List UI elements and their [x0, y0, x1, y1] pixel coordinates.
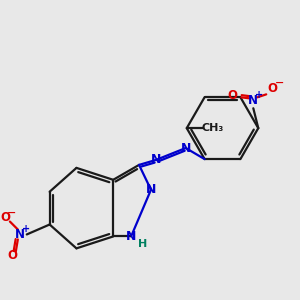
Text: O: O [227, 89, 237, 102]
Text: H: H [138, 239, 148, 249]
Text: N: N [151, 153, 161, 167]
Text: O: O [0, 211, 10, 224]
Text: +: + [22, 224, 30, 235]
Text: N: N [146, 183, 156, 196]
Text: −: − [274, 77, 284, 87]
Text: CH₃: CH₃ [201, 123, 224, 133]
Text: −: − [7, 208, 16, 218]
Text: N: N [15, 228, 25, 241]
Text: O: O [7, 249, 17, 262]
Text: N: N [126, 230, 136, 243]
Text: N: N [248, 94, 258, 107]
Text: +: + [255, 90, 263, 100]
Text: O: O [267, 82, 277, 95]
Text: N: N [181, 142, 191, 154]
